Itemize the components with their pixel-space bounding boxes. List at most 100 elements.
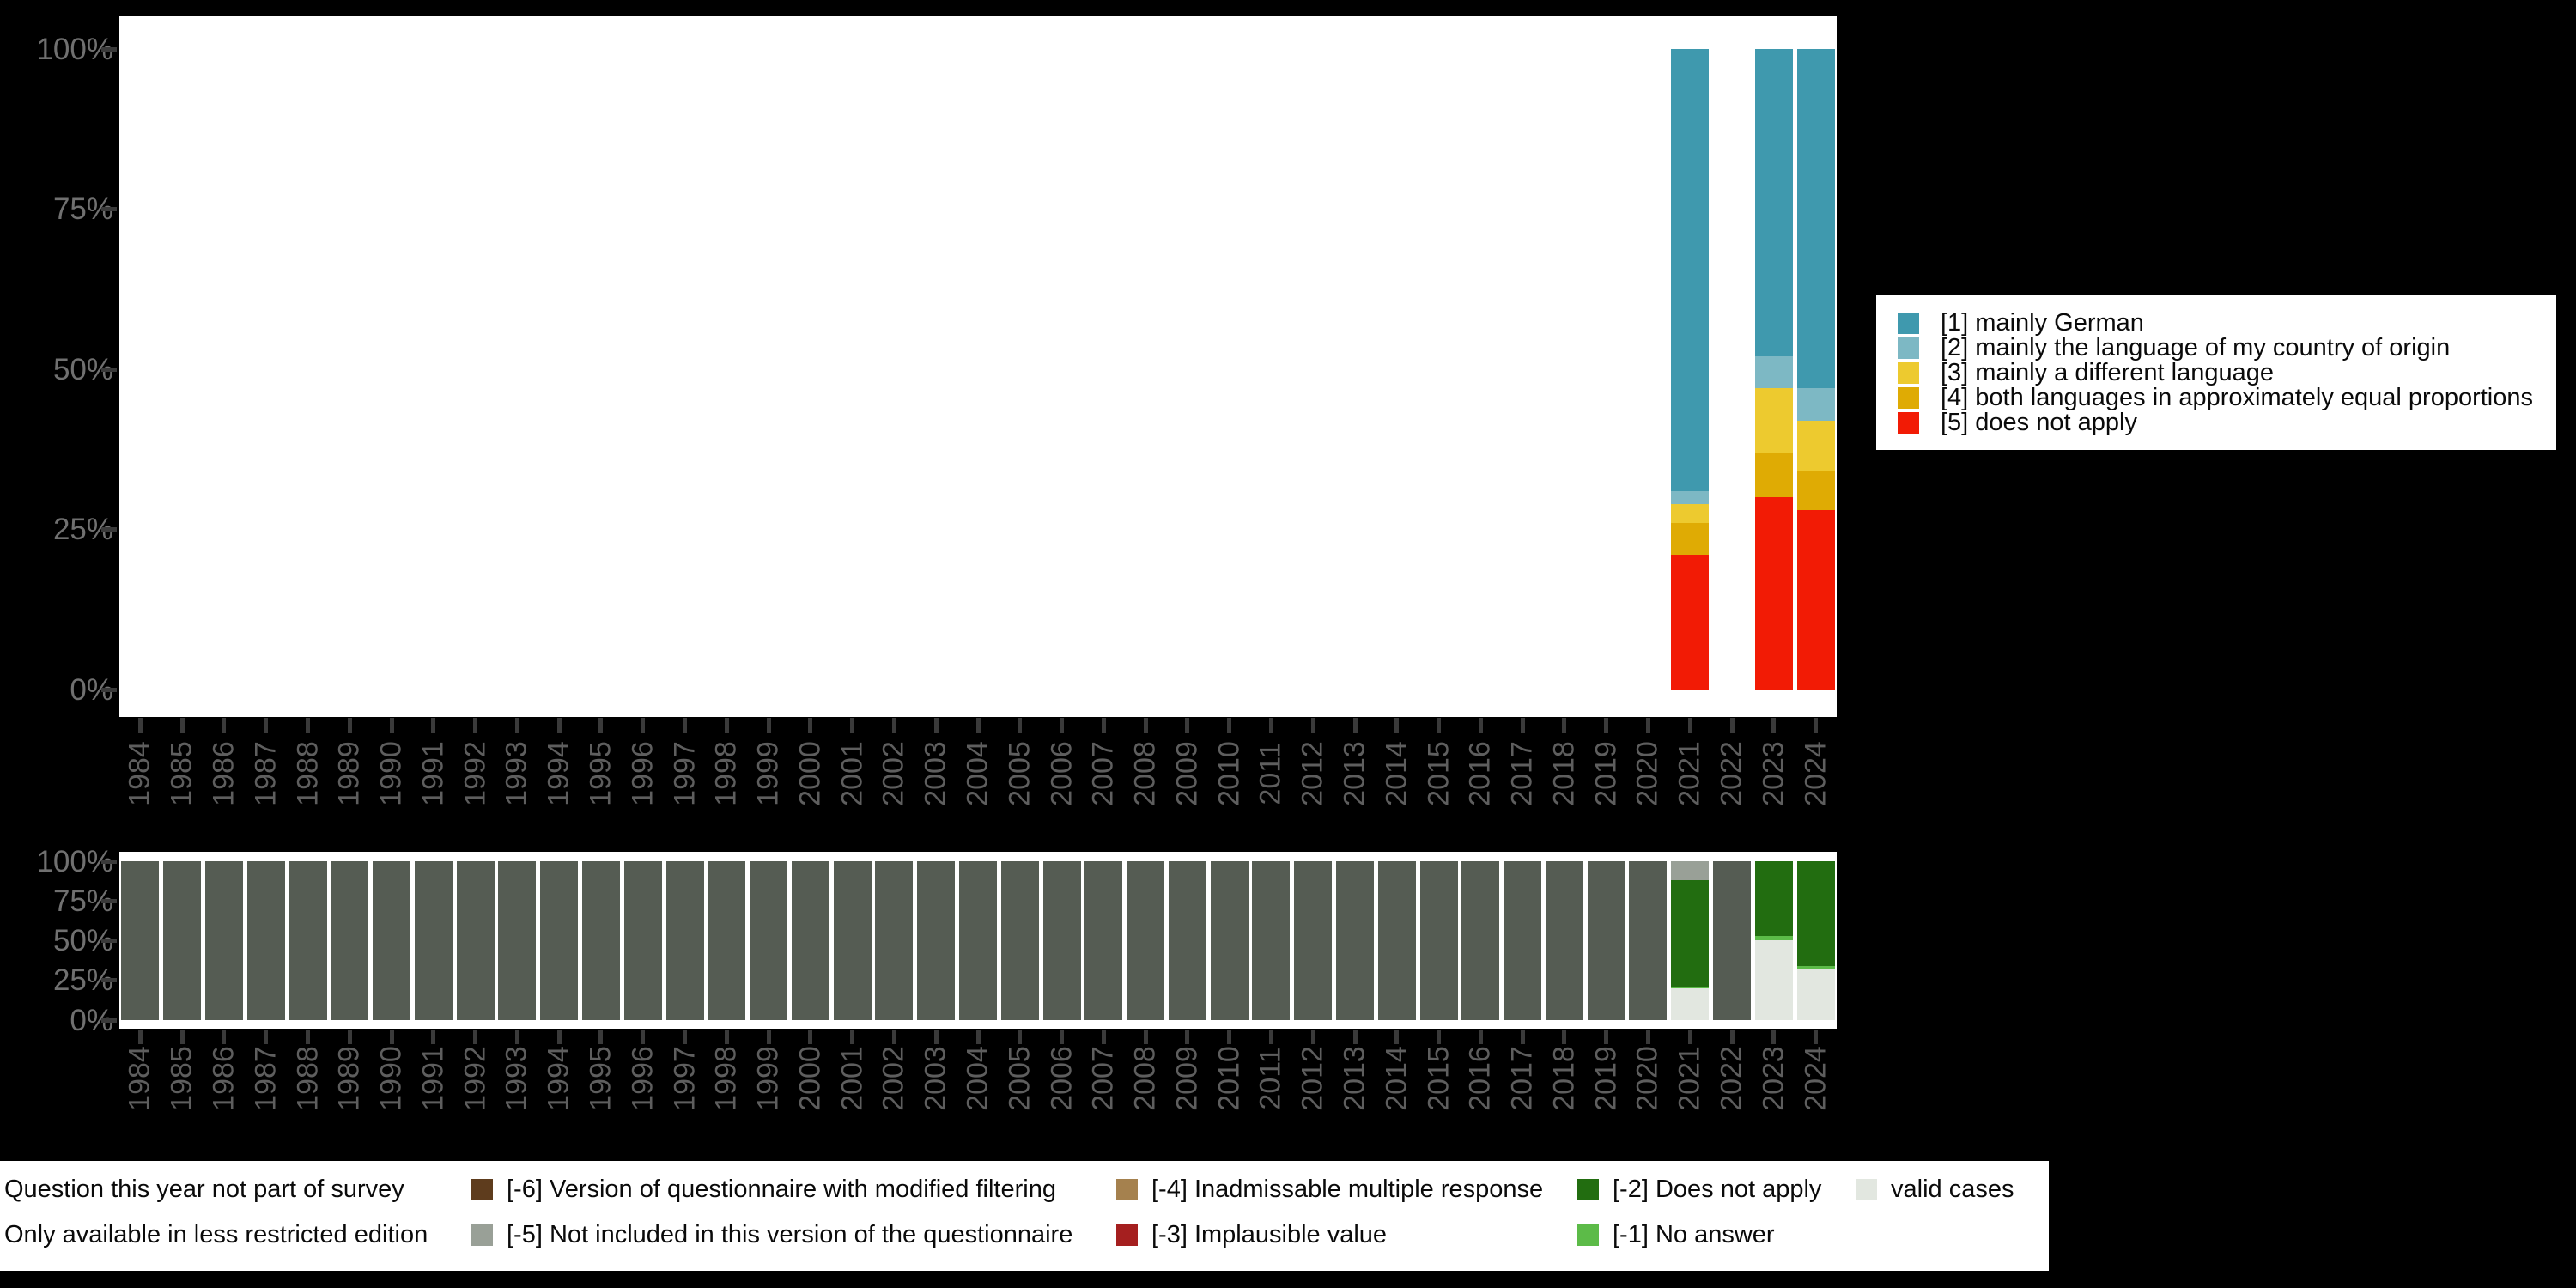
x-axis-year-label: 2009 xyxy=(1170,1046,1204,1111)
x-axis-tick xyxy=(514,1030,519,1044)
x-axis-tick xyxy=(347,1030,352,1044)
y-axis-label: 0% xyxy=(70,672,113,707)
bar-segment xyxy=(331,861,369,1020)
y-axis-label: 75% xyxy=(52,192,113,226)
x-axis-year-label: 1984 xyxy=(123,1046,156,1111)
missing-legend-item: [-1] No answer xyxy=(1577,1218,1775,1251)
x-axis-tick xyxy=(1645,718,1650,733)
bar-segment xyxy=(1629,861,1668,1020)
x-axis-year-label: 2011 xyxy=(1254,1047,1287,1110)
bar-segment xyxy=(665,861,704,1020)
x-axis-year-label: 2016 xyxy=(1463,741,1497,806)
y-axis-tick xyxy=(101,978,117,983)
x-axis-year-label: 2024 xyxy=(1799,1046,1832,1111)
x-axis-year-label: 2018 xyxy=(1547,741,1581,806)
x-axis-year-label: 2021 xyxy=(1673,741,1706,806)
bar-1993 xyxy=(498,861,537,1020)
x-axis-tick xyxy=(137,1030,143,1044)
x-axis-tick xyxy=(1814,1030,1819,1044)
x-axis-year-label: 2017 xyxy=(1505,741,1539,806)
x-axis-tick xyxy=(1185,718,1190,733)
x-axis-tick xyxy=(1394,1030,1400,1044)
bar-2011 xyxy=(1252,861,1291,1020)
y-axis-label: 100% xyxy=(36,32,113,66)
legend-label: [4] both languages in approximately equa… xyxy=(1941,383,2534,411)
x-axis-year-label: 2021 xyxy=(1673,1046,1706,1111)
x-axis-tick xyxy=(431,718,436,733)
x-axis-year-label: 2003 xyxy=(919,741,952,806)
x-axis-year-label: 1995 xyxy=(584,1046,617,1111)
y-axis-tick xyxy=(101,687,117,692)
bar-segment xyxy=(1210,861,1249,1020)
x-axis-tick xyxy=(1687,1030,1692,1044)
x-axis-year-label: 2005 xyxy=(1003,741,1036,806)
legend-label: [3] mainly a different language xyxy=(1941,358,2275,386)
missing-legend-swatch xyxy=(1116,1178,1138,1200)
bar-segment xyxy=(498,861,537,1020)
bar-1996 xyxy=(623,861,662,1020)
x-axis-tick xyxy=(1520,1030,1525,1044)
x-axis-year-label: 1996 xyxy=(626,741,659,806)
x-axis-year-label: 2007 xyxy=(1086,1046,1120,1111)
x-axis-tick xyxy=(1729,718,1735,733)
x-axis-tick xyxy=(1060,1030,1065,1044)
bar-segment xyxy=(540,861,579,1020)
x-axis-year-label: 2000 xyxy=(793,1046,827,1111)
bar-2003 xyxy=(917,861,956,1020)
x-axis-tick xyxy=(1520,718,1525,733)
legend-item: [2] mainly the language of my country of… xyxy=(1898,334,2556,361)
x-axis-year-label: 1985 xyxy=(165,1046,198,1111)
x-axis-tick xyxy=(1143,718,1148,733)
bar-2000 xyxy=(791,861,829,1020)
x-axis-year-label: 1986 xyxy=(207,1046,240,1111)
x-axis-tick xyxy=(1771,718,1777,733)
values-chart-plot xyxy=(119,16,1837,717)
bar-2006 xyxy=(1042,861,1081,1020)
bar-segment xyxy=(1042,861,1081,1020)
bar-segment xyxy=(623,861,662,1020)
bar-segment xyxy=(204,861,243,1020)
missing-legend-item: valid cases xyxy=(1856,1173,2014,1206)
y-axis-tick xyxy=(101,898,117,903)
x-axis-tick xyxy=(222,718,227,733)
missing-legend-label: [-4] Inadmissable multiple response xyxy=(1151,1175,1544,1203)
bar-2013 xyxy=(1336,861,1375,1020)
x-axis-year-label: 2002 xyxy=(877,741,910,806)
bar-segment xyxy=(1754,940,1793,1020)
bar-segment xyxy=(456,861,495,1020)
bar-1989 xyxy=(331,861,369,1020)
missing-legend-label: [-1] No answer xyxy=(1613,1220,1775,1249)
x-axis-year-label: 1985 xyxy=(165,741,198,806)
bar-segment xyxy=(1754,935,1793,941)
x-axis-tick xyxy=(1729,1030,1735,1044)
x-axis-year-label: 1997 xyxy=(668,1046,702,1111)
bar-segment xyxy=(414,861,453,1020)
x-axis-year-label: 1989 xyxy=(332,1046,366,1111)
bar-segment xyxy=(1671,987,1710,988)
x-axis-tick xyxy=(1604,1030,1609,1044)
bar-segment xyxy=(1336,861,1375,1020)
x-axis-year-label: 1988 xyxy=(291,1046,324,1111)
missing-legend-swatch xyxy=(1856,1178,1877,1200)
y-axis-tick xyxy=(101,939,117,943)
bar-2024 xyxy=(1796,861,1835,1020)
bar-segment xyxy=(1713,861,1752,1020)
legend-label: [1] mainly German xyxy=(1941,308,2144,337)
bar-segment xyxy=(1796,388,1835,421)
bar-segment xyxy=(373,861,411,1020)
x-axis-tick xyxy=(179,1030,185,1044)
x-axis-year-label: 2005 xyxy=(1003,1046,1036,1111)
y-axis-tick xyxy=(101,367,117,372)
x-axis-tick xyxy=(473,718,478,733)
bar-segment xyxy=(1754,49,1793,357)
x-axis-year-label: 2022 xyxy=(1715,741,1748,806)
missing-legend-item: [-6] Version of questionnaire with modif… xyxy=(471,1173,1056,1206)
missing-legend-label: [-5] Not included in this version of the… xyxy=(507,1220,1073,1249)
bar-2002 xyxy=(875,861,914,1020)
x-axis-year-label: 2019 xyxy=(1589,741,1623,806)
x-axis-tick xyxy=(850,1030,855,1044)
bar-2007 xyxy=(1084,861,1123,1020)
x-axis-year-label: 1995 xyxy=(584,741,617,806)
x-axis-year-label: 2006 xyxy=(1045,1046,1078,1111)
x-axis-tick xyxy=(1227,718,1232,733)
